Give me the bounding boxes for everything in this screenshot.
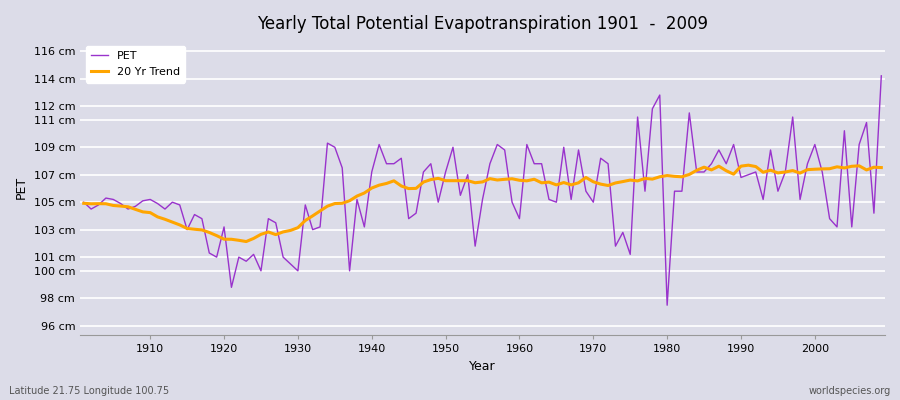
PET <box>138 198 148 203</box>
PET <box>514 216 525 221</box>
PET <box>300 202 310 207</box>
Legend: PET, 20 Yr Trend: PET, 20 Yr Trend <box>86 46 185 82</box>
Text: Latitude 21.75 Longitude 100.75: Latitude 21.75 Longitude 100.75 <box>9 386 169 396</box>
20 Yr Trend <box>78 201 89 206</box>
X-axis label: Year: Year <box>469 360 496 373</box>
20 Yr Trend <box>743 163 754 168</box>
20 Yr Trend <box>876 165 886 170</box>
20 Yr Trend <box>307 214 318 218</box>
PET <box>876 74 886 78</box>
Text: worldspecies.org: worldspecies.org <box>809 386 891 396</box>
PET <box>603 161 614 166</box>
PET <box>662 303 672 308</box>
20 Yr Trend <box>241 239 252 244</box>
PET <box>344 268 355 273</box>
20 Yr Trend <box>514 178 525 183</box>
Y-axis label: PET: PET <box>15 176 28 199</box>
Line: PET: PET <box>84 76 881 305</box>
20 Yr Trend <box>610 180 621 185</box>
20 Yr Trend <box>352 194 363 198</box>
Line: 20 Yr Trend: 20 Yr Trend <box>84 165 881 242</box>
Title: Yearly Total Potential Evapotranspiration 1901  -  2009: Yearly Total Potential Evapotranspiratio… <box>257 15 708 33</box>
20 Yr Trend <box>138 210 148 214</box>
PET <box>78 200 89 204</box>
20 Yr Trend <box>521 178 532 183</box>
PET <box>507 200 517 204</box>
